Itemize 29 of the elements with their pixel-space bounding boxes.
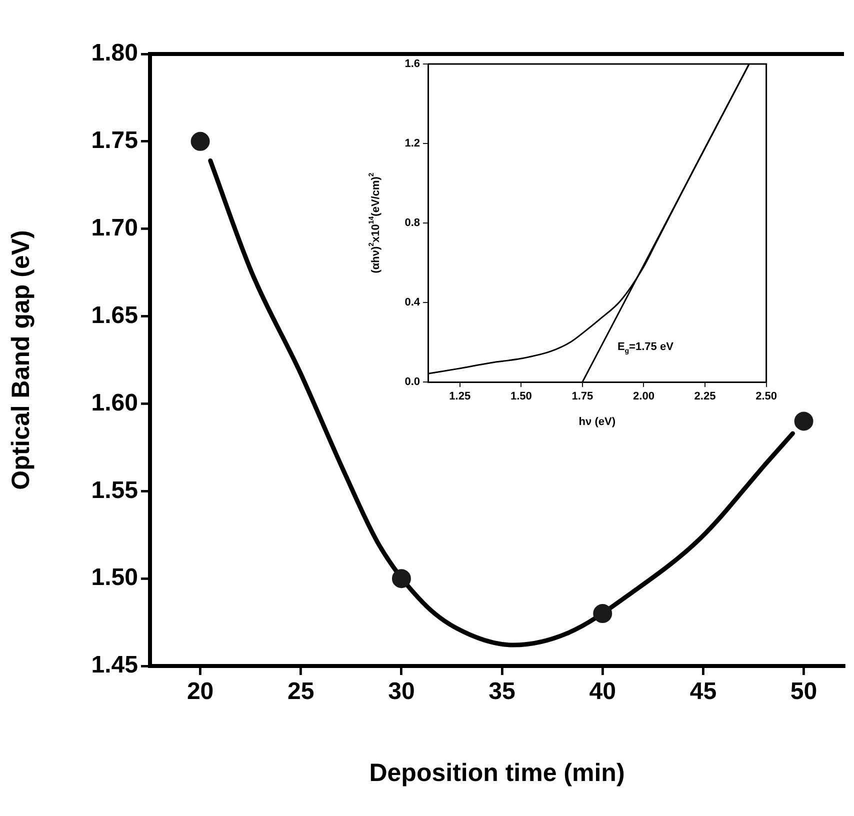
x-tick-label: 45	[690, 678, 717, 706]
x-tick-label: 2.25	[694, 390, 716, 403]
y-tick-label: 0.0	[404, 376, 420, 388]
y-axis-title: Optical Band gap (eV)	[6, 230, 35, 490]
x-tick-label: 40	[589, 678, 616, 706]
x-axis-title: Deposition time (min)	[369, 758, 625, 787]
y-tick-label: 1.6	[404, 58, 420, 70]
y-tick-label: 1.60	[91, 389, 138, 416]
x-tick-label: 25	[288, 678, 314, 706]
y-tick-label: 1.55	[91, 476, 138, 504]
x-tick-label: 1.75	[572, 390, 594, 403]
y-tick-label: 1.2	[404, 138, 420, 150]
y-tick-label: 1.75	[91, 127, 138, 154]
x-tick-label: 20	[186, 678, 214, 706]
x-tick-label: 2.00	[633, 390, 654, 403]
x-tick-label: 30	[388, 678, 415, 706]
y-tick-label: 1.65	[91, 302, 138, 329]
y-tick-label: 1.50	[91, 564, 138, 592]
x-tick-label: 1.25	[449, 390, 471, 403]
x-tick-label: 35	[488, 678, 516, 706]
x-tick-label: 2.50	[756, 390, 778, 403]
y-tick-label: 1.80	[91, 40, 138, 67]
y-tick-label: 1.45	[91, 652, 138, 679]
y-tick-label: 1.70	[91, 214, 138, 242]
y-tick-label: 0.4	[404, 296, 421, 309]
x-tick-label: 50	[790, 678, 818, 706]
x-axis-title: hν (eV)	[578, 416, 616, 428]
y-tick-label: 0.8	[404, 217, 420, 230]
x-tick-label: 1.50	[510, 390, 532, 403]
